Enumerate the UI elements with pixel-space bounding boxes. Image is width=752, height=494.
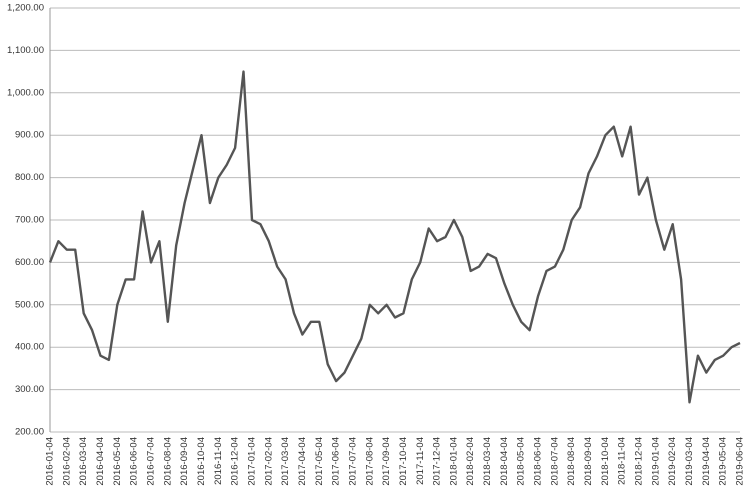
x-tick-label: 2018-04-04 xyxy=(499,437,510,486)
x-tick-label: 2017-06-04 xyxy=(331,437,342,486)
y-tick-label: 500.00 xyxy=(15,299,44,310)
x-tick-label: 2016-06-04 xyxy=(129,437,140,486)
x-tick-label: 2016-12-04 xyxy=(230,437,241,486)
y-tick-label: 900.00 xyxy=(15,130,44,141)
y-tick-label: 1,100.00 xyxy=(7,45,44,56)
x-tick-label: 2018-09-04 xyxy=(583,437,594,486)
y-tick-label: 400.00 xyxy=(15,342,44,353)
x-tick-label: 2016-04-04 xyxy=(95,437,106,486)
x-tick-label: 2019-06-04 xyxy=(735,437,746,486)
x-tick-label: 2016-08-04 xyxy=(162,437,173,486)
x-tick-label: 2018-01-04 xyxy=(448,437,459,486)
x-tick-label: 2017-03-04 xyxy=(280,437,291,486)
y-tick-label: 200.00 xyxy=(15,427,44,438)
x-tick-label: 2018-03-04 xyxy=(482,437,493,486)
x-tick-label: 2017-02-04 xyxy=(263,437,274,486)
x-tick-label: 2019-04-04 xyxy=(701,437,712,486)
x-tick-label: 2017-08-04 xyxy=(364,437,375,486)
x-tick-label: 2017-05-04 xyxy=(314,437,325,486)
y-tick-label: 300.00 xyxy=(15,384,44,395)
x-tick-label: 2017-07-04 xyxy=(347,437,358,486)
x-tick-label: 2016-09-04 xyxy=(179,437,190,486)
x-tick-label: 2018-05-04 xyxy=(516,437,527,486)
x-tick-label: 2017-04-04 xyxy=(297,437,308,486)
x-tick-label: 2016-11-04 xyxy=(213,437,224,485)
x-tick-label: 2017-01-04 xyxy=(246,437,257,486)
x-tick-label: 2019-02-04 xyxy=(667,437,678,486)
y-tick-label: 700.00 xyxy=(15,215,44,226)
x-tick-label: 2016-01-04 xyxy=(45,437,56,486)
x-tick-label: 2017-10-04 xyxy=(398,437,409,486)
x-tick-label: 2017-11-04 xyxy=(415,437,426,485)
x-tick-label: 2019-01-04 xyxy=(650,437,661,486)
x-tick-label: 2018-08-04 xyxy=(566,437,577,486)
x-tick-label: 2017-12-04 xyxy=(432,437,443,486)
x-tick-label: 2018-11-04 xyxy=(617,437,628,485)
y-tick-label: 600.00 xyxy=(15,257,44,268)
data-line xyxy=(48,70,741,404)
y-tick-label: 800.00 xyxy=(15,172,44,183)
x-tick-label: 2016-03-04 xyxy=(78,437,89,486)
x-tick-label: 2018-12-04 xyxy=(634,437,645,486)
x-tick-label: 2016-10-04 xyxy=(196,437,207,486)
x-tick-label: 2016-07-04 xyxy=(145,437,156,486)
x-tick-label: 2016-05-04 xyxy=(112,437,123,486)
x-tick-label: 2017-09-04 xyxy=(381,437,392,486)
x-tick-label: 2016-02-04 xyxy=(61,437,72,486)
y-tick-label: 1,200.00 xyxy=(7,3,44,14)
x-tick-label: 2018-06-04 xyxy=(533,437,544,486)
x-tick-label: 2018-10-04 xyxy=(600,437,611,486)
y-tick-label: 1,000.00 xyxy=(7,87,44,98)
x-tick-label: 2018-02-04 xyxy=(465,437,476,486)
x-tick-label: 2019-05-04 xyxy=(718,437,729,486)
x-tick-label: 2019-03-04 xyxy=(684,437,695,486)
x-tick-label: 2018-07-04 xyxy=(549,437,560,486)
